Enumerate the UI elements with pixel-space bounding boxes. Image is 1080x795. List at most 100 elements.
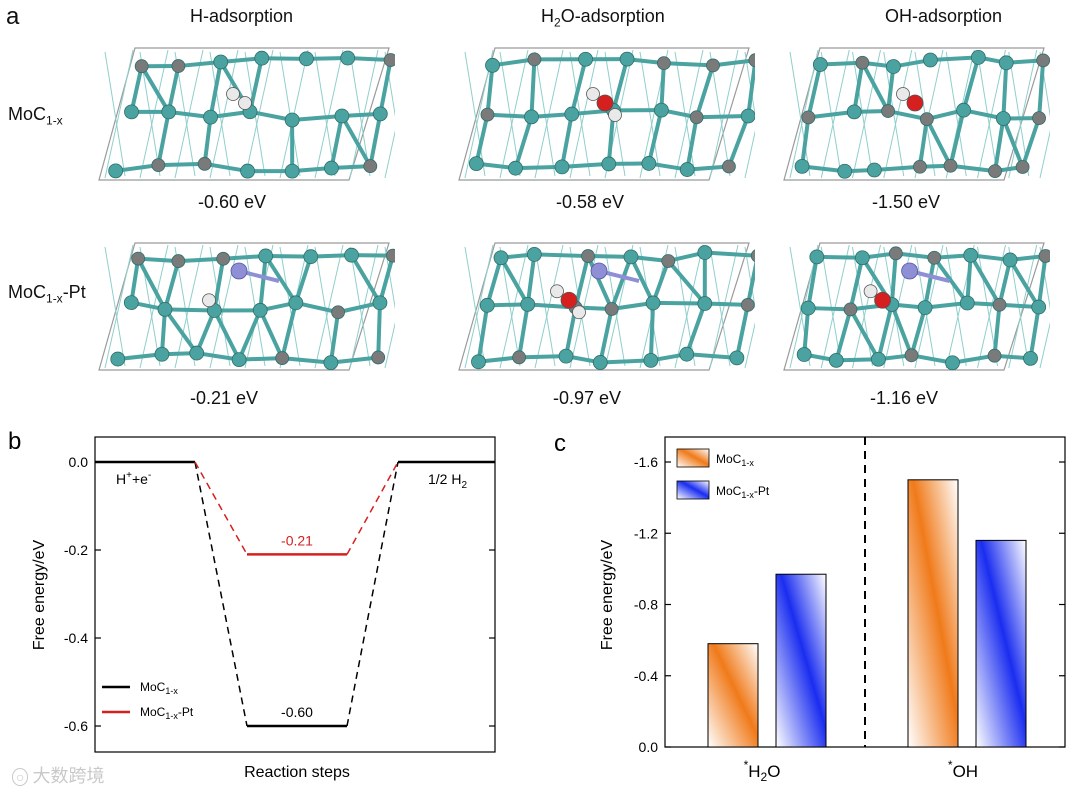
lattice-line [820, 246, 842, 367]
pt-atom [230, 262, 248, 280]
structure-moc-h [98, 47, 395, 181]
energy-mocpt-oh: -1.16 eV [870, 388, 939, 408]
bond [800, 115, 811, 169]
c-atom [331, 305, 345, 320]
category-label-h2o: *H2O [744, 758, 781, 784]
c-atom [881, 104, 895, 118]
mo-atom [288, 295, 304, 311]
h-atom [550, 284, 564, 299]
row-label-moc: MoC1-x [8, 104, 63, 128]
bond [129, 256, 141, 305]
lattice-line [314, 49, 344, 179]
mo-atom [372, 106, 388, 122]
bond [992, 302, 1002, 358]
energy-moc-oh: -1.50 eV [872, 192, 941, 212]
mo-atom [601, 156, 617, 172]
c-atom [750, 249, 755, 263]
bond [1001, 60, 1009, 121]
c-atom [943, 158, 958, 173]
bond [745, 259, 755, 307]
lattice-line [977, 244, 1006, 369]
data-label-mocpt: -0.21 [281, 532, 313, 548]
bond [746, 58, 755, 119]
panel-b-ytick-label: -0.2 [64, 542, 88, 558]
mo-atom [240, 163, 255, 179]
panel-c-ytick-label: -1.2 [634, 525, 658, 541]
bond [476, 303, 490, 364]
mo-atom [340, 50, 356, 66]
structure-moc-oh [783, 47, 1050, 181]
panel-c-ytick-label: -0.8 [634, 597, 658, 613]
h-atom [896, 87, 910, 101]
mo-atom [998, 55, 1014, 71]
mo-atom [917, 300, 933, 316]
c-atom [1032, 111, 1046, 126]
mo-atom [1031, 299, 1047, 315]
bond [710, 58, 755, 68]
bond [806, 254, 819, 311]
bond [263, 253, 298, 305]
bond [923, 255, 937, 310]
energy-moc-h2o: -0.58 eV [556, 192, 625, 212]
bond [517, 354, 569, 360]
pt-atom [901, 262, 919, 280]
energy-moc-h: -0.60 eV [198, 192, 267, 212]
col-header-oh-adsorption: OH-adsorption [885, 6, 1003, 26]
c-atom [171, 59, 186, 73]
c-atom [987, 348, 1002, 363]
bond [377, 253, 395, 305]
bond [212, 308, 242, 362]
energy-mocpt-h2o: -0.97 eV [553, 388, 622, 408]
unit-cell-outline [458, 47, 750, 181]
bond [368, 111, 383, 169]
mo-atom [154, 346, 170, 362]
bond [1020, 116, 1042, 169]
mo-atom [697, 296, 713, 311]
bond [1036, 253, 1048, 310]
mo-atom [558, 348, 574, 364]
bond [684, 301, 707, 357]
mo-atom [526, 247, 542, 262]
bond [928, 55, 981, 63]
lattice-line [104, 51, 126, 177]
bond [259, 56, 309, 61]
legend-label-mocpt: MoC1-x-Pt [140, 705, 194, 721]
bond [280, 300, 298, 361]
mo-atom [124, 104, 139, 120]
bond [694, 114, 751, 120]
mo-atom [995, 111, 1011, 126]
mo-atom [643, 353, 659, 368]
bond [965, 253, 973, 306]
state-label-final: 1/2 H2 [428, 471, 467, 491]
lattice-line [1039, 129, 1050, 179]
bond [848, 307, 881, 362]
c-atom [581, 249, 595, 263]
bar-mocpt-oh [975, 539, 1027, 748]
legend-swatch-mocpt [676, 480, 710, 500]
c-atom [689, 110, 704, 125]
bond [176, 256, 226, 264]
legend-label-c-moc: MoC1-x [716, 452, 754, 468]
mo-atom [157, 301, 173, 317]
mo-atom [1002, 252, 1018, 268]
bond [258, 308, 285, 361]
legend-label-c-mocpt: MoC1-x-Pt [716, 484, 770, 500]
lattice-line [820, 244, 850, 369]
bond [848, 255, 865, 312]
row-label-moc-pt: MoC1-x-Pt [8, 282, 86, 306]
bond [349, 253, 382, 305]
lattice-line [384, 321, 395, 369]
bar-moc-h2o [707, 643, 759, 748]
bond [569, 57, 588, 117]
mo-atom [679, 162, 695, 177]
bond [889, 302, 914, 358]
mo-atom [344, 247, 359, 263]
bond [202, 115, 213, 166]
c-atom [363, 159, 378, 173]
bond [485, 63, 495, 117]
lattice-line [1008, 49, 1038, 179]
c-atom [919, 112, 934, 127]
bond [560, 161, 611, 169]
c-atom [656, 56, 671, 71]
structure-mocpt-oh [783, 242, 1050, 371]
